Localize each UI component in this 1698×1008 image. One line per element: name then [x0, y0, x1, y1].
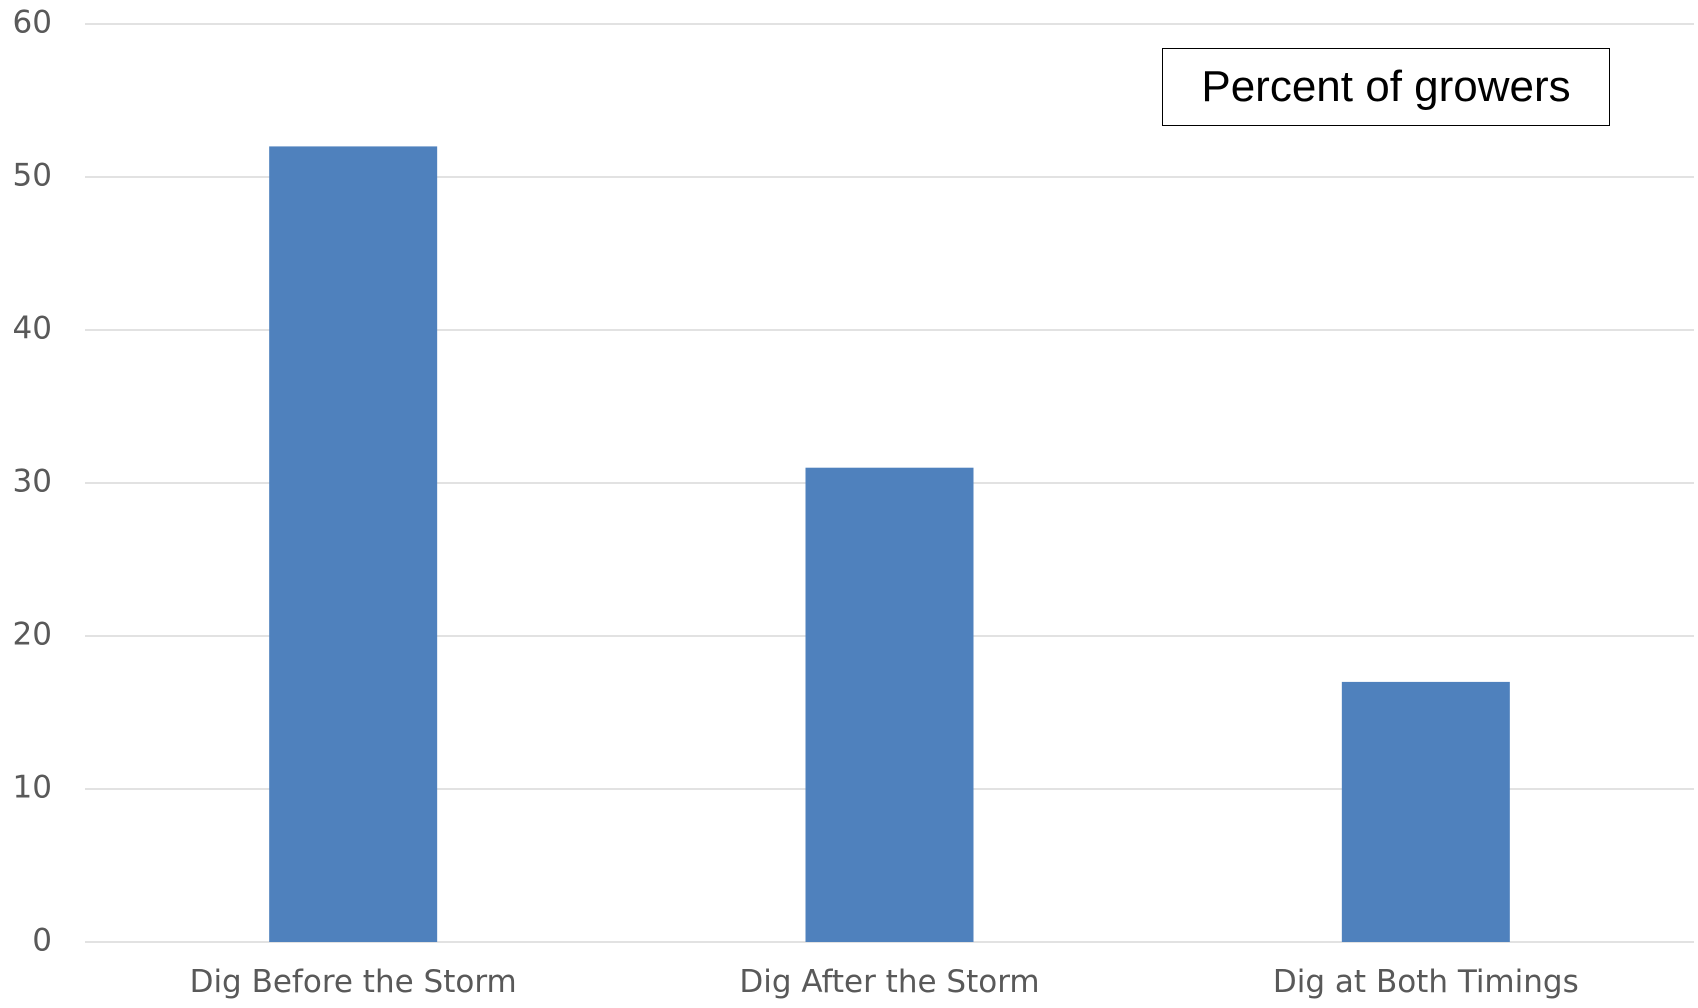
y-tick-label: 60 [13, 5, 52, 41]
y-axis-ticks: 0 10 20 30 40 50 60 [13, 5, 52, 959]
bar [1342, 682, 1510, 942]
bar [806, 468, 974, 942]
y-tick-label: 20 [13, 617, 52, 653]
bar [269, 146, 437, 942]
legend-label: Percent of growers [1201, 62, 1570, 112]
legend: Percent of growers [1162, 48, 1610, 126]
y-tick-label: 30 [13, 464, 52, 500]
x-axis-ticks: Dig Before the Storm Dig After the Storm D… [190, 964, 1579, 1000]
y-tick-label: 50 [13, 158, 52, 194]
y-tick-label: 10 [13, 770, 52, 806]
x-tick-label: Dig Before the Storm [190, 964, 517, 1000]
x-tick-label: Dig at Both Timings [1273, 964, 1579, 1000]
y-tick-label: 40 [13, 311, 52, 347]
x-tick-label: Dig After the Storm [739, 964, 1039, 1000]
y-tick-label: 0 [32, 923, 52, 959]
bars [269, 146, 1510, 942]
